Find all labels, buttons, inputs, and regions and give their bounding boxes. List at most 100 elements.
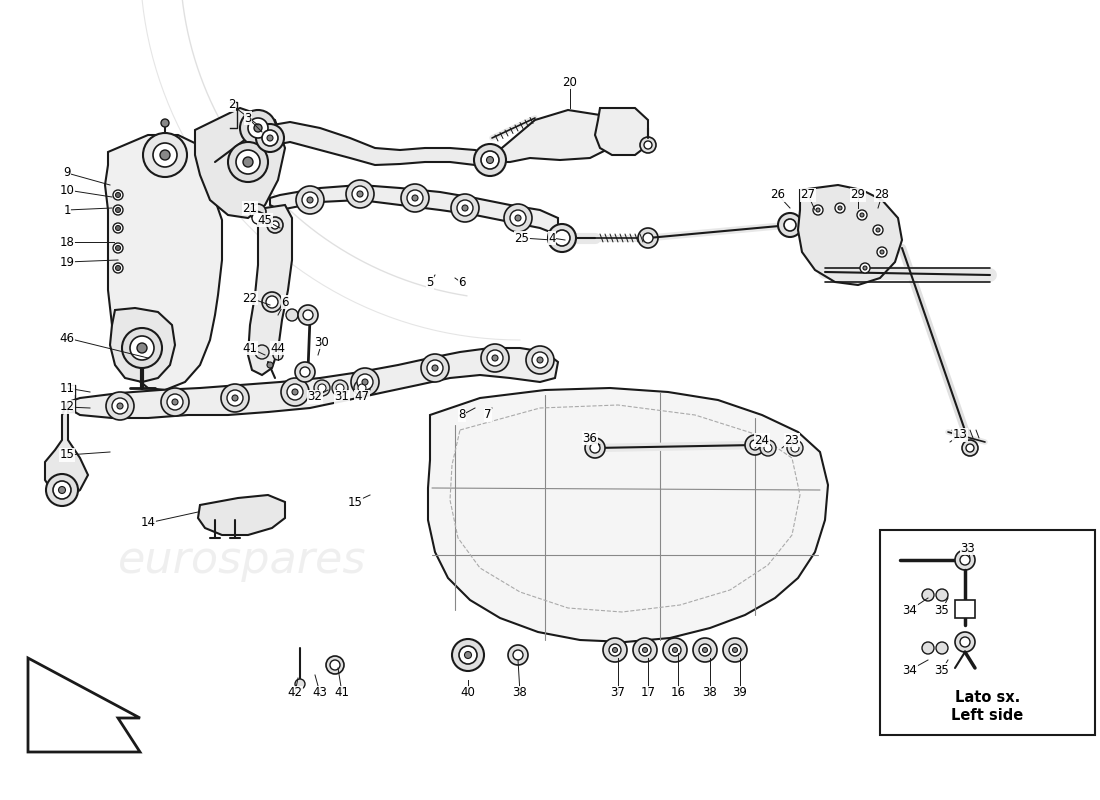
Circle shape: [307, 197, 314, 203]
Polygon shape: [104, 135, 222, 390]
Circle shape: [816, 208, 820, 212]
Circle shape: [117, 403, 123, 409]
Circle shape: [412, 195, 418, 201]
Circle shape: [302, 192, 318, 208]
Circle shape: [638, 228, 658, 248]
Text: 14: 14: [141, 517, 155, 530]
Circle shape: [613, 647, 617, 653]
Circle shape: [116, 207, 121, 213]
Circle shape: [221, 384, 249, 412]
Text: eurospares: eurospares: [118, 538, 366, 582]
Text: 44: 44: [271, 342, 286, 354]
Bar: [880, 530, 1094, 735]
Circle shape: [585, 438, 605, 458]
Text: 12: 12: [59, 401, 75, 414]
Bar: [955, 600, 975, 618]
Circle shape: [693, 638, 717, 662]
Text: 30: 30: [315, 335, 329, 349]
Circle shape: [745, 435, 764, 455]
Circle shape: [464, 651, 472, 658]
Circle shape: [336, 384, 344, 392]
Circle shape: [786, 440, 803, 456]
Circle shape: [791, 444, 799, 452]
Text: 27: 27: [801, 189, 815, 202]
Polygon shape: [28, 658, 140, 752]
Text: 23: 23: [784, 434, 800, 446]
Text: 35: 35: [935, 663, 949, 677]
Circle shape: [432, 365, 438, 371]
Circle shape: [243, 157, 253, 167]
Circle shape: [427, 360, 443, 376]
Text: 28: 28: [874, 189, 890, 202]
Circle shape: [113, 243, 123, 253]
Text: 5: 5: [427, 277, 433, 290]
Text: 24: 24: [755, 434, 770, 446]
Circle shape: [358, 191, 363, 197]
Text: 7: 7: [484, 409, 492, 422]
Polygon shape: [490, 110, 618, 162]
Circle shape: [287, 384, 303, 400]
Circle shape: [537, 357, 543, 363]
Circle shape: [513, 650, 522, 660]
Circle shape: [764, 444, 772, 452]
Circle shape: [116, 226, 121, 230]
Text: 34: 34: [903, 603, 917, 617]
Circle shape: [452, 639, 484, 671]
Circle shape: [53, 481, 72, 499]
Text: 20: 20: [562, 75, 578, 89]
Text: 36: 36: [583, 431, 597, 445]
Circle shape: [860, 263, 870, 273]
Text: 21: 21: [242, 202, 257, 214]
Circle shape: [451, 194, 478, 222]
Circle shape: [640, 137, 656, 153]
Circle shape: [286, 309, 298, 321]
Circle shape: [116, 193, 121, 198]
Circle shape: [760, 440, 775, 456]
Text: 40: 40: [461, 686, 475, 699]
Text: 31: 31: [334, 390, 350, 403]
Circle shape: [172, 399, 178, 405]
Circle shape: [729, 644, 741, 656]
Circle shape: [267, 217, 283, 233]
Text: 38: 38: [703, 686, 717, 699]
Text: 34: 34: [903, 663, 917, 677]
Text: 6: 6: [459, 277, 465, 290]
Circle shape: [508, 645, 528, 665]
Circle shape: [252, 212, 264, 224]
Circle shape: [232, 395, 238, 401]
Circle shape: [669, 644, 681, 656]
Text: 22: 22: [242, 291, 257, 305]
Text: 33: 33: [960, 542, 976, 554]
Circle shape: [955, 550, 975, 570]
Circle shape: [161, 119, 169, 127]
Circle shape: [296, 186, 324, 214]
Circle shape: [228, 142, 268, 182]
Text: 8: 8: [459, 409, 465, 422]
Circle shape: [474, 144, 506, 176]
Circle shape: [113, 223, 123, 233]
Circle shape: [46, 474, 78, 506]
Circle shape: [936, 642, 948, 654]
Circle shape: [835, 203, 845, 213]
Polygon shape: [248, 205, 292, 375]
Polygon shape: [68, 348, 558, 418]
Text: 19: 19: [59, 255, 75, 269]
Circle shape: [266, 296, 278, 308]
Circle shape: [733, 647, 737, 653]
Text: 6: 6: [282, 295, 288, 309]
Text: 18: 18: [59, 235, 75, 249]
Circle shape: [300, 367, 310, 377]
Polygon shape: [195, 108, 285, 218]
Text: 41: 41: [334, 686, 350, 699]
Circle shape: [351, 368, 380, 396]
Text: 38: 38: [513, 686, 527, 699]
Circle shape: [116, 246, 121, 250]
Circle shape: [644, 233, 653, 243]
Text: 10: 10: [59, 183, 75, 197]
Circle shape: [750, 440, 760, 450]
Text: 9: 9: [64, 166, 70, 179]
Polygon shape: [248, 122, 490, 168]
Circle shape: [354, 380, 370, 396]
Polygon shape: [595, 108, 648, 155]
Circle shape: [698, 644, 711, 656]
